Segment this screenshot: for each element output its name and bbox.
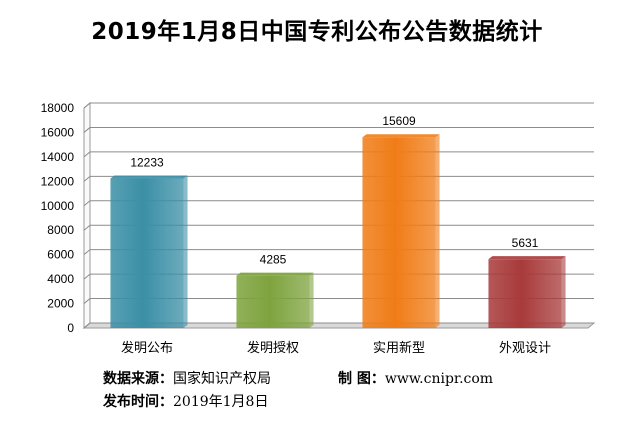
x-tick-label: 实用新型 — [373, 340, 425, 356]
y-tick-label: 12000 — [41, 174, 75, 188]
y-tick-label: 6000 — [47, 248, 74, 262]
y-tick-label: 16000 — [41, 125, 75, 139]
date-line: 发布时间：2019年1月8日 — [103, 391, 268, 411]
data-label: 15609 — [382, 114, 416, 128]
left-wall — [84, 103, 90, 328]
y-tick-label: 2000 — [47, 297, 74, 311]
x-tick-label: 发明授权 — [247, 340, 299, 356]
bar-top — [488, 256, 565, 259]
maker-value: www.cnipr.com — [385, 371, 493, 387]
y-tick-label: 8000 — [47, 223, 74, 237]
data-label: 12233 — [130, 155, 164, 169]
bar-side — [184, 175, 188, 328]
y-tick-label: 18000 — [41, 101, 75, 115]
bar — [236, 276, 309, 328]
maker-line: 制 图：www.cnipr.com — [338, 368, 493, 388]
bar-side — [436, 134, 440, 328]
x-tick-label: 发明公布 — [121, 340, 173, 356]
y-tick-label: 4000 — [47, 272, 74, 286]
date-label: 发布时间： — [103, 394, 173, 410]
y-tick-label: 10000 — [41, 199, 75, 213]
maker-label: 制 图： — [338, 371, 385, 387]
bar-top — [110, 175, 187, 178]
data-label: 4285 — [260, 253, 287, 267]
source-value: 国家知识产权局 — [173, 371, 271, 387]
data-label: 5631 — [512, 236, 539, 250]
bar — [488, 259, 561, 328]
bar-side — [310, 273, 314, 328]
y-tick-label: 0 — [67, 321, 74, 335]
x-tick-label: 外观设计 — [499, 341, 551, 356]
y-tick-label: 14000 — [41, 150, 75, 164]
bar-top — [236, 273, 313, 276]
source-label: 数据来源： — [103, 371, 173, 387]
date-value: 2019年1月8日 — [173, 394, 268, 410]
bar-top — [362, 134, 439, 137]
bar — [362, 137, 435, 328]
source-line: 数据来源：国家知识产权局 — [103, 368, 271, 388]
bar-side — [562, 256, 566, 328]
bar — [110, 178, 183, 328]
